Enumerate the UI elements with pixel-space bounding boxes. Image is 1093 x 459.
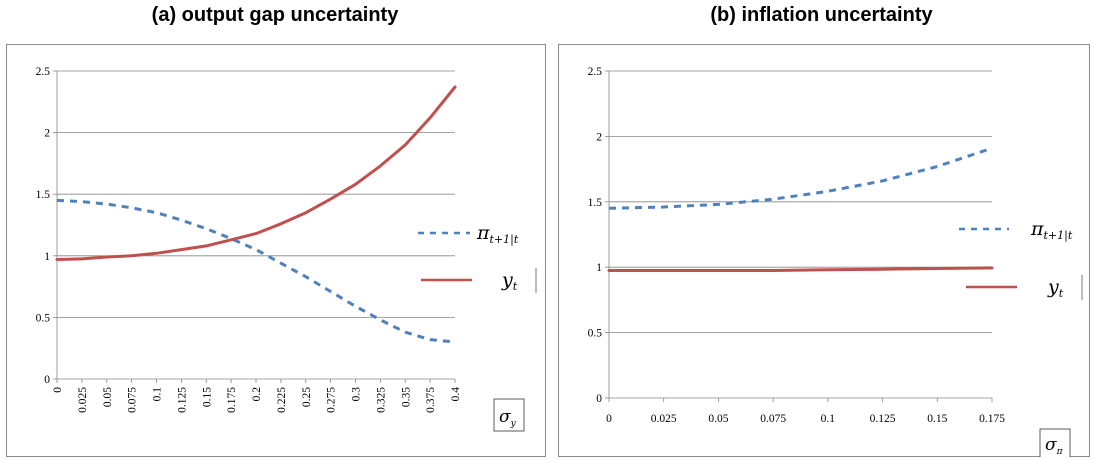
x-tick-label: 0 bbox=[606, 413, 612, 425]
x-tick-label: 0.175 bbox=[226, 387, 238, 413]
chart-frame bbox=[6, 44, 546, 457]
y-tick-label: 0.5 bbox=[36, 312, 51, 324]
y-tick-label: 2 bbox=[44, 128, 50, 140]
chart-title-output-gap: (a) output gap uncertainty bbox=[151, 4, 399, 26]
x-tick-label: 0.15 bbox=[927, 413, 947, 425]
x-tick-label: 0.2 bbox=[251, 387, 263, 402]
x-tick-label: 0.1 bbox=[821, 413, 836, 425]
chart-frame bbox=[558, 44, 1090, 457]
y-tick-label: 0 bbox=[44, 374, 50, 386]
x-axis-label: σy bbox=[499, 407, 517, 429]
legend-label: πt+1|t bbox=[476, 222, 519, 247]
y-tick-label: 1 bbox=[44, 251, 50, 263]
x-tick-label: 0.075 bbox=[760, 413, 786, 425]
x-tick-label: 0.35 bbox=[400, 387, 412, 407]
x-tick-label: 0.025 bbox=[651, 413, 677, 425]
y-tick-label: 2.5 bbox=[588, 66, 603, 78]
y-tick-label: 0 bbox=[596, 393, 602, 405]
x-tick-label: 0.175 bbox=[979, 413, 1005, 425]
chart-inflation-uncertainty: 0 0.5 1 1.5 2 2.5 0 0.025 0.05 0.075 0.1 0.125 0.15 0… bbox=[558, 44, 1090, 457]
legend-label: yt bbox=[1047, 276, 1064, 300]
x-tick-label: 0.125 bbox=[870, 413, 896, 425]
x-axis-label-box bbox=[1039, 428, 1071, 457]
y-tick-label: 1.5 bbox=[36, 189, 51, 201]
series-line-inflation-forecast bbox=[56, 198, 456, 344]
x-tick-label: 0.225 bbox=[276, 387, 288, 413]
x-tick-label: 0 bbox=[52, 387, 64, 393]
y-tick-label: 1.5 bbox=[588, 197, 603, 209]
series-line-inflation-forecast bbox=[608, 146, 993, 210]
x-tick-label: 0.325 bbox=[375, 387, 387, 413]
x-tick-label: 0.375 bbox=[425, 387, 437, 413]
x-axis-label: σπ bbox=[1045, 435, 1064, 457]
chart-title-inflation: (b) inflation uncertainty bbox=[710, 4, 933, 26]
x-tick-label: 0.025 bbox=[77, 387, 89, 413]
y-tick-label: 1 bbox=[596, 262, 602, 274]
x-tick-label: 0.125 bbox=[176, 387, 188, 413]
x-tick-label: 0.275 bbox=[326, 387, 338, 413]
x-tick-label: 0.4 bbox=[450, 387, 462, 402]
x-tick-label: 0.05 bbox=[708, 413, 728, 425]
legend-label: πt+1|t bbox=[1030, 218, 1073, 243]
chart-output-gap-uncertainty: 0 0.5 1 1.5 2 2.5 0 0.025 0.05 0.075 0.1 0.125 0.15 0… bbox=[6, 44, 546, 457]
series-line-output-gap bbox=[55, 85, 457, 261]
y-tick-label: 0.5 bbox=[588, 328, 603, 340]
x-tick-label: 0.1 bbox=[152, 387, 164, 402]
x-axis-label-box bbox=[493, 398, 525, 432]
x-tick-label: 0.15 bbox=[201, 387, 213, 407]
legend-label: yt bbox=[501, 269, 518, 293]
x-tick-label: 0.075 bbox=[127, 387, 139, 413]
y-tick-label: 2 bbox=[596, 131, 602, 143]
x-tick-label: 0.3 bbox=[351, 387, 363, 402]
x-tick-label: 0.25 bbox=[301, 387, 313, 407]
series-line-output-gap bbox=[607, 266, 994, 272]
y-tick-label: 2.5 bbox=[36, 66, 51, 78]
x-tick-label: 0.05 bbox=[102, 387, 114, 407]
